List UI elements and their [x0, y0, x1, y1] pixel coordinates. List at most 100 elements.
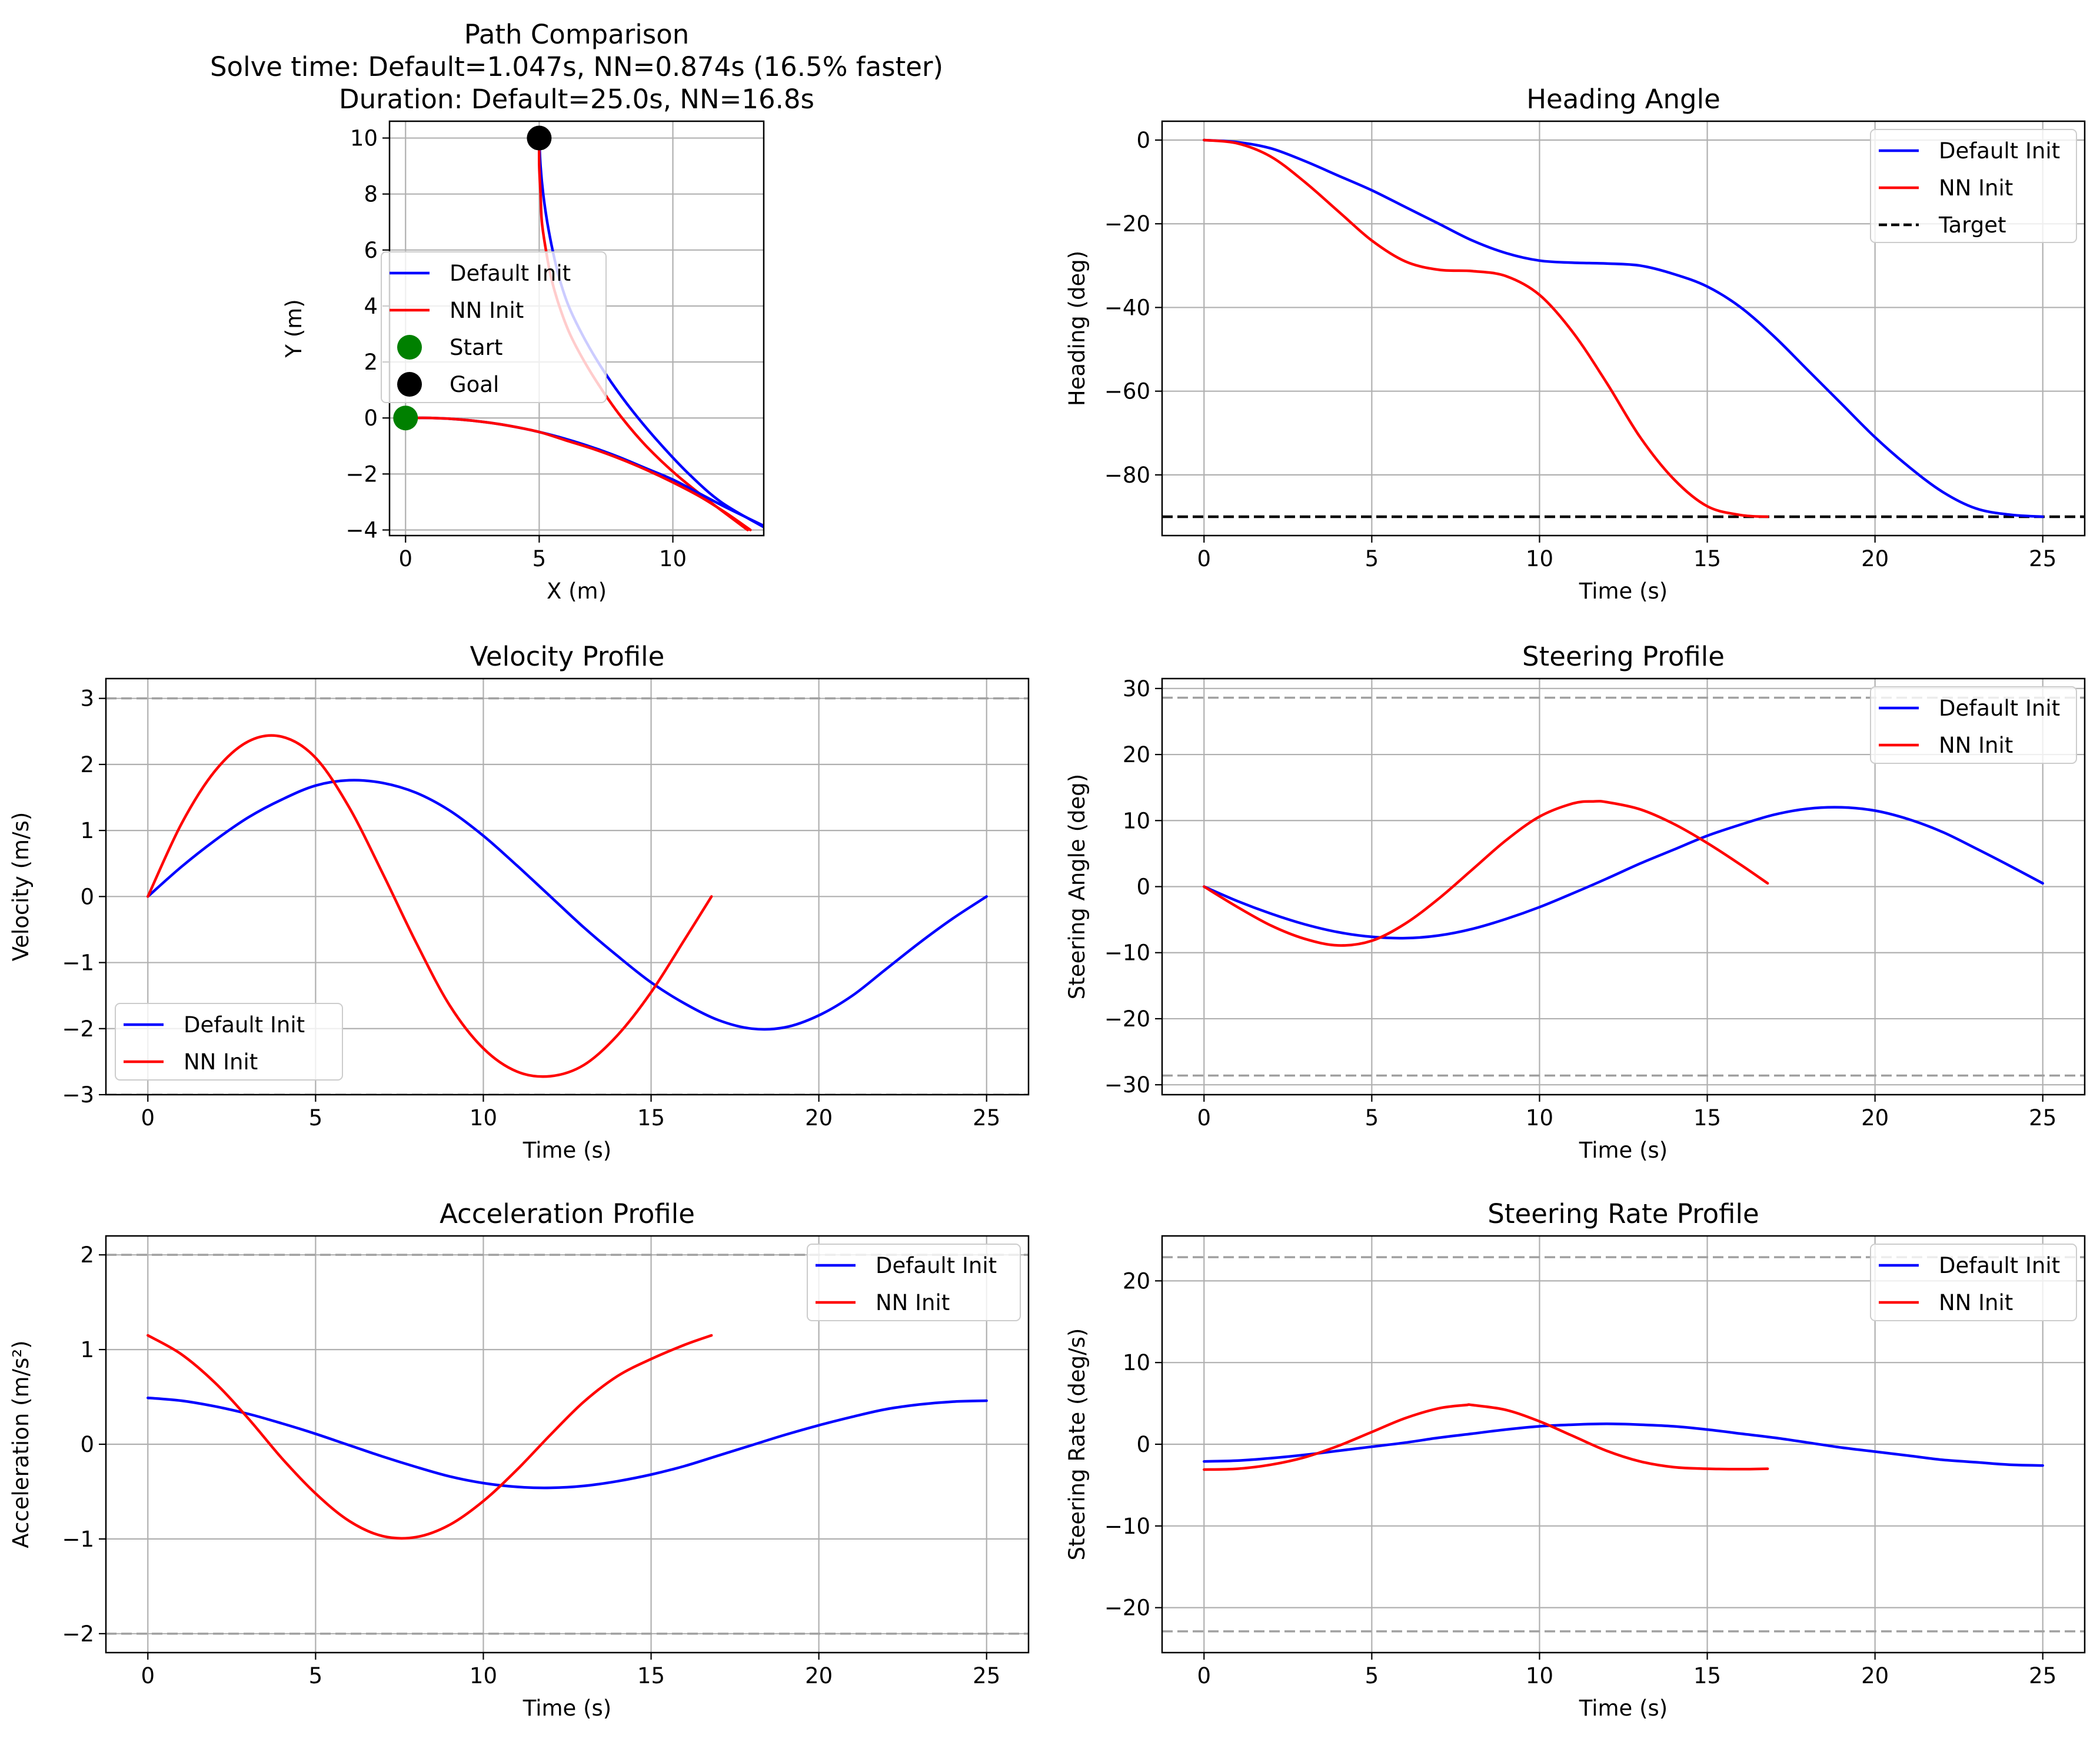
x-tick-label: 5: [1365, 1663, 1379, 1689]
goal-marker: [527, 125, 552, 151]
y-tick-label: −20: [1104, 1006, 1150, 1032]
y-tick-label: 10: [1123, 808, 1150, 833]
x-axis-label: Time (s): [1579, 579, 1668, 604]
x-tick-label: 20: [1861, 546, 1889, 571]
y-tick-label: −4: [345, 517, 378, 543]
x-tick-label: 10: [470, 1105, 497, 1131]
legend-swatch: [397, 372, 422, 397]
series-default-init-line: [147, 779, 988, 1031]
y-axis-label: Y (m): [281, 299, 307, 358]
x-tick-label: 10: [1526, 1105, 1553, 1131]
series-nn-init-line: [147, 734, 713, 1078]
axes-frame: [105, 677, 1030, 1096]
x-tick-label: 0: [141, 1663, 155, 1689]
series-nn-init-line: [147, 1334, 713, 1540]
y-tick-label: 1: [80, 1337, 94, 1362]
chart-title: Velocity Profile: [470, 641, 665, 672]
y-tick-label: 20: [1123, 742, 1150, 767]
legend-label: NN Init: [1939, 175, 2013, 201]
y-tick-label: 10: [1123, 1350, 1150, 1375]
x-axis-label: Time (s): [522, 1138, 611, 1163]
y-tick-label: 10: [350, 126, 378, 151]
y-tick-label: −2: [345, 461, 378, 487]
legend-label: NN Init: [184, 1049, 258, 1075]
chart-title-line: Acceleration Profile: [440, 1198, 695, 1229]
y-tick-label: 2: [364, 350, 378, 375]
legend: Default Init NN Init: [115, 1003, 343, 1081]
x-tick-label: 20: [1861, 1663, 1889, 1689]
start-marker: [393, 405, 418, 431]
legend-label: NN Init: [1939, 1290, 2013, 1315]
chart-heading: 0 5 10 15 20 25 0 −20 −40 −60 −80 Time (s) Heading (…: [1064, 84, 2086, 604]
chart-title: Steering Rate Profile: [1487, 1198, 1759, 1229]
legend-label: Default Init: [184, 1012, 305, 1038]
y-tick-label: 0: [1136, 875, 1150, 900]
legend-label: Default Init: [876, 1253, 997, 1278]
x-tick-label: 25: [973, 1105, 1000, 1131]
chart-title-line: Path Comparison: [464, 19, 690, 50]
axes-frame: [1161, 120, 2086, 537]
y-tick-label: 20: [1123, 1268, 1150, 1294]
x-tick-label: 10: [470, 1663, 497, 1689]
chart-title: Steering Profile: [1522, 641, 1725, 672]
chart-steering-rate: 0 5 10 15 20 25 20 10 0 −10 −20 Time (s) Steering Ra…: [1064, 1198, 2086, 1721]
x-axis-label: Time (s): [522, 1696, 611, 1721]
y-tick-label: −80: [1104, 463, 1150, 488]
legend-label: Default Init: [1939, 696, 2060, 721]
x-tick-label: 25: [2029, 1663, 2056, 1689]
legend-swatch: [397, 335, 422, 360]
chart-title: Path Comparison Solve time: Default=1.047…: [210, 19, 943, 115]
x-tick-label: 15: [1693, 1105, 1721, 1131]
x-tick-label: 0: [1197, 1105, 1211, 1131]
y-tick-label: 6: [364, 238, 378, 263]
y-tick-label: 8: [364, 182, 378, 207]
y-tick-label: 2: [80, 1242, 94, 1268]
legend-box: [1870, 129, 2077, 243]
y-tick-label: −2: [62, 1621, 94, 1647]
series-nn-init-line: [1203, 800, 1769, 947]
x-tick-label: 20: [805, 1663, 833, 1689]
series-nn-init-line: [1203, 1403, 1769, 1471]
legend-box: [115, 1003, 343, 1081]
legend-box: [381, 251, 607, 403]
series-nn-init-line: [1203, 138, 1769, 518]
series-default-init-line: [1203, 138, 2044, 518]
series-default-init-line: [1203, 1422, 2044, 1467]
x-tick-label: 15: [637, 1105, 665, 1131]
y-axis-label: Heading (deg): [1064, 251, 1090, 406]
x-tick-label: 15: [637, 1663, 665, 1689]
y-tick-label: −60: [1104, 379, 1150, 404]
legend-label: Default Init: [1939, 138, 2060, 164]
legend-box: [1870, 1244, 2077, 1321]
y-tick-label: 3: [80, 686, 94, 712]
chart-title: Acceleration Profile: [440, 1198, 695, 1229]
x-tick-label: 5: [309, 1663, 323, 1689]
x-tick-label: 0: [1197, 1663, 1211, 1689]
chart-title-line: Heading Angle: [1526, 84, 1720, 115]
x-tick-label: 20: [1861, 1105, 1889, 1131]
x-tick-label: 20: [805, 1105, 833, 1131]
x-axis-label: X (m): [547, 579, 607, 604]
legend-box: [807, 1244, 1021, 1321]
chart-title-line: Solve time: Default=1.047s, NN=0.874s (1…: [210, 51, 943, 82]
y-tick-label: −20: [1104, 1596, 1150, 1621]
x-tick-label: 10: [659, 546, 687, 571]
grid: [1162, 1236, 2085, 1653]
legend-label: Start: [450, 335, 502, 360]
y-axis-label: Steering Rate (deg/s): [1064, 1328, 1090, 1561]
x-tick-label: 25: [973, 1663, 1000, 1689]
y-tick-label: 0: [80, 1432, 94, 1457]
chart-steering: 0 5 10 15 20 25 30 20 10 0 −10 −20 −30 Time (s) Steeri…: [1064, 641, 2086, 1163]
x-tick-label: 15: [1693, 1663, 1721, 1689]
x-tick-label: 25: [2029, 1105, 2056, 1131]
series-default-init-line: [147, 1396, 988, 1490]
x-tick-label: 0: [1197, 546, 1211, 571]
x-axis-label: Time (s): [1579, 1696, 1668, 1721]
chart-path: 0 5 10 −4 −2 0 2 4 6 8 10 X (m) Y (m) Path Comparison…: [210, 19, 943, 604]
legend-label: NN Init: [1939, 733, 2013, 758]
y-tick-label: −1: [62, 950, 94, 976]
x-tick-label: 10: [1526, 1663, 1553, 1689]
legend: Default Init NN Init Target: [1870, 129, 2077, 243]
